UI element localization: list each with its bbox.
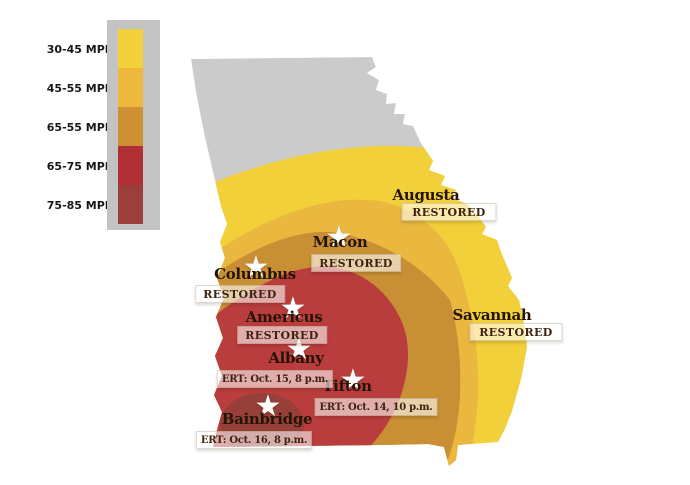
legend-swatch-30-45 — [118, 29, 143, 68]
city-label-macon: Macon — [312, 233, 368, 251]
legend-swatch-75-85 — [118, 185, 143, 224]
city-label-americus: Americus — [245, 308, 323, 326]
city-label-augusta: Augusta — [392, 186, 460, 204]
status-badge-tifton: ERT: Oct. 14, 10 p.m. — [314, 398, 438, 416]
legend-color-bar — [107, 20, 160, 230]
status-badge-macon: RESTORED — [311, 254, 401, 272]
status-badge-albany: ERT: Oct. 15, 8 p.m. — [216, 370, 334, 388]
legend-label-65-55: 65-55 MPH — [46, 121, 114, 134]
columbus-star-icon: ★ — [242, 250, 270, 285]
status-badge-columbus: RESTORED — [195, 285, 285, 303]
status-badge-augusta: RESTORED — [401, 203, 497, 221]
city-label-bainbridge: Bainbridge — [221, 410, 313, 428]
status-badge-americus: RESTORED — [237, 326, 327, 344]
legend-label-75-85: 75-85 MPH — [46, 199, 114, 212]
legend-swatch-65-75 — [118, 146, 143, 185]
legend-label-45-55: 45-55 MPH — [46, 82, 114, 95]
legend-label-30-45: 30-45 MPH — [46, 43, 114, 56]
status-badge-savannah: RESTORED — [469, 323, 563, 341]
legend-label-65-75: 65-75 MPH — [46, 160, 114, 173]
status-badge-bainbridge: ERT: Oct. 16, 8 p.m. — [195, 431, 313, 449]
legend-swatch-45-55 — [118, 68, 143, 107]
macon-star-icon: ★ — [325, 220, 353, 255]
city-label-tifton: Tifton — [322, 377, 372, 395]
legend-swatch-65-55 — [118, 107, 143, 146]
tifton-star-icon: ★ — [339, 363, 367, 398]
city-label-savannah: Savannah — [452, 306, 532, 324]
city-label-columbus: Columbus — [214, 265, 296, 283]
city-label-albany: Albany — [268, 349, 324, 367]
bainbridge-star-icon: ★ — [254, 389, 282, 424]
